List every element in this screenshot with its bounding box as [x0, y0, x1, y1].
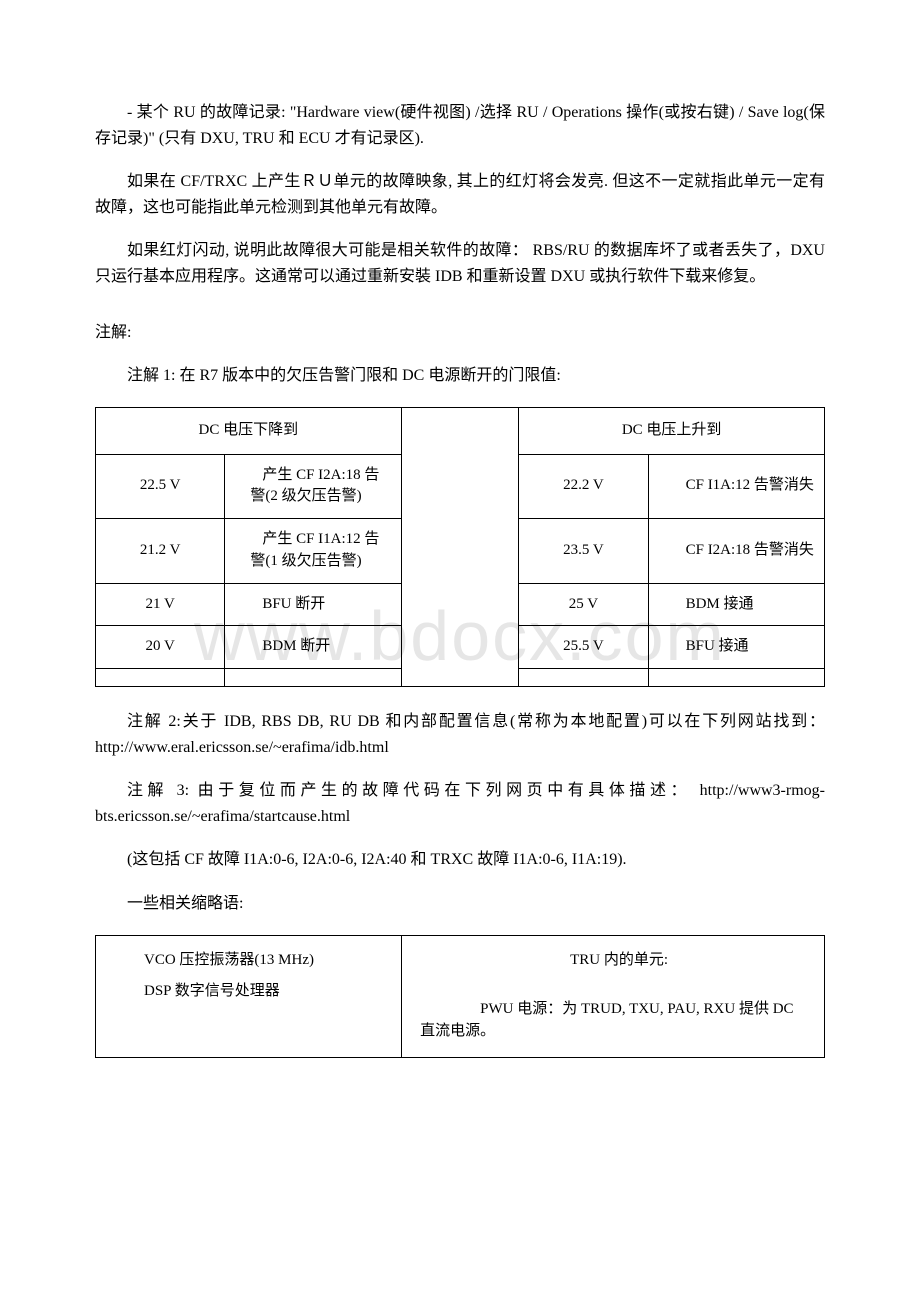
table-spacer	[401, 669, 519, 687]
tru-units-header: TRU 内的单元:	[402, 935, 825, 985]
table-row: 21.2 V 产生 CF I1A:12 告警(1 级欠压告警) 23.5 V C…	[96, 519, 825, 584]
drop-voltage: 22.5 V	[96, 454, 225, 519]
rise-voltage: 25.5 V	[519, 626, 648, 669]
drop-desc: BFU 断开	[225, 583, 401, 626]
dsp-text: DSP 数字信号处理器	[114, 981, 383, 1003]
voltage-threshold-table: DC 电压下降到 DC 电压上升到 22.5 V 产生 CF I2A:18 告警…	[95, 407, 825, 687]
table-empty-row	[96, 669, 825, 687]
rise-desc: CF I2A:18 告警消失	[648, 519, 824, 584]
paragraph-1: - 某个 RU 的故障记录: "Hardware view(硬件视图) /选择 …	[95, 100, 825, 151]
abbreviation-table: VCO 压控振荡器(13 MHz) DSP 数字信号处理器 TRU 内的单元: …	[95, 935, 825, 1058]
drop-desc: 产生 CF I1A:12 告警(1 级欠压告警)	[225, 519, 401, 584]
paragraph-3: 如果红灯闪动, 说明此故障很大可能是相关软件的故障： RBS/RU 的数据库坏了…	[95, 238, 825, 289]
note-3: 注解 3: 由于复位而产生的故障代码在下列网页中有具体描述： http://ww…	[95, 778, 825, 829]
drop-voltage: 21 V	[96, 583, 225, 626]
drop-voltage: 21.2 V	[96, 519, 225, 584]
drop-desc: BDM 断开	[225, 626, 401, 669]
table-row: 21 V BFU 断开 25 V BDM 接通	[96, 583, 825, 626]
table-row: VCO 压控振荡器(13 MHz) DSP 数字信号处理器 TRU 内的单元:	[96, 935, 825, 985]
note-2: 注解 2:关于 IDB, RBS DB, RU DB 和内部配置信息(常称为本地…	[95, 709, 825, 760]
drop-desc: 产生 CF I2A:18 告警(2 级欠压告警)	[225, 454, 401, 519]
empty-cell	[648, 669, 824, 687]
empty-cell	[519, 669, 648, 687]
paragraph-2: 如果在 CF/TRXC 上产生ＲＵ单元的故障映象, 其上的红灯将会发亮. 但这不…	[95, 169, 825, 220]
table-row: 20 V BDM 断开 25.5 V BFU 接通	[96, 626, 825, 669]
header-dc-rise: DC 电压上升到	[519, 407, 825, 454]
table-header-row: DC 电压下降到 DC 电压上升到	[96, 407, 825, 454]
empty-cell	[96, 669, 225, 687]
rise-voltage: 25 V	[519, 583, 648, 626]
rise-desc: BDM 接通	[648, 583, 824, 626]
abbrev-left-cell: VCO 压控振荡器(13 MHz) DSP 数字信号处理器	[96, 935, 402, 1057]
rise-voltage: 23.5 V	[519, 519, 648, 584]
drop-voltage: 20 V	[96, 626, 225, 669]
table-spacer	[401, 407, 519, 454]
table-spacer	[401, 583, 519, 626]
page-content: - 某个 RU 的故障记录: "Hardware view(硬件视图) /选择 …	[95, 100, 825, 1058]
notes-heading: 注解:	[95, 320, 825, 346]
table-spacer	[401, 454, 519, 519]
rise-voltage: 22.2 V	[519, 454, 648, 519]
rise-desc: CF I1A:12 告警消失	[648, 454, 824, 519]
rise-desc: BFU 接通	[648, 626, 824, 669]
note-1: 注解 1: 在 R7 版本中的欠压告警门限和 DC 电源断开的门限值:	[95, 363, 825, 389]
vco-text: VCO 压控振荡器(13 MHz)	[114, 950, 383, 972]
table-spacer	[401, 626, 519, 669]
abbrev-heading: 一些相关缩略语:	[95, 891, 825, 917]
table-row: 22.5 V 产生 CF I2A:18 告警(2 级欠压告警) 22.2 V C…	[96, 454, 825, 519]
note-3b: (这包括 CF 故障 I1A:0-6, I2A:0-6, I2A:40 和 TR…	[95, 847, 825, 873]
header-dc-drop: DC 电压下降到	[96, 407, 402, 454]
empty-cell	[225, 669, 401, 687]
table-spacer	[401, 519, 519, 584]
pwu-desc: PWU 电源：为 TRUD, TXU, PAU, RXU 提供 DC 直流电源。	[402, 985, 825, 1057]
